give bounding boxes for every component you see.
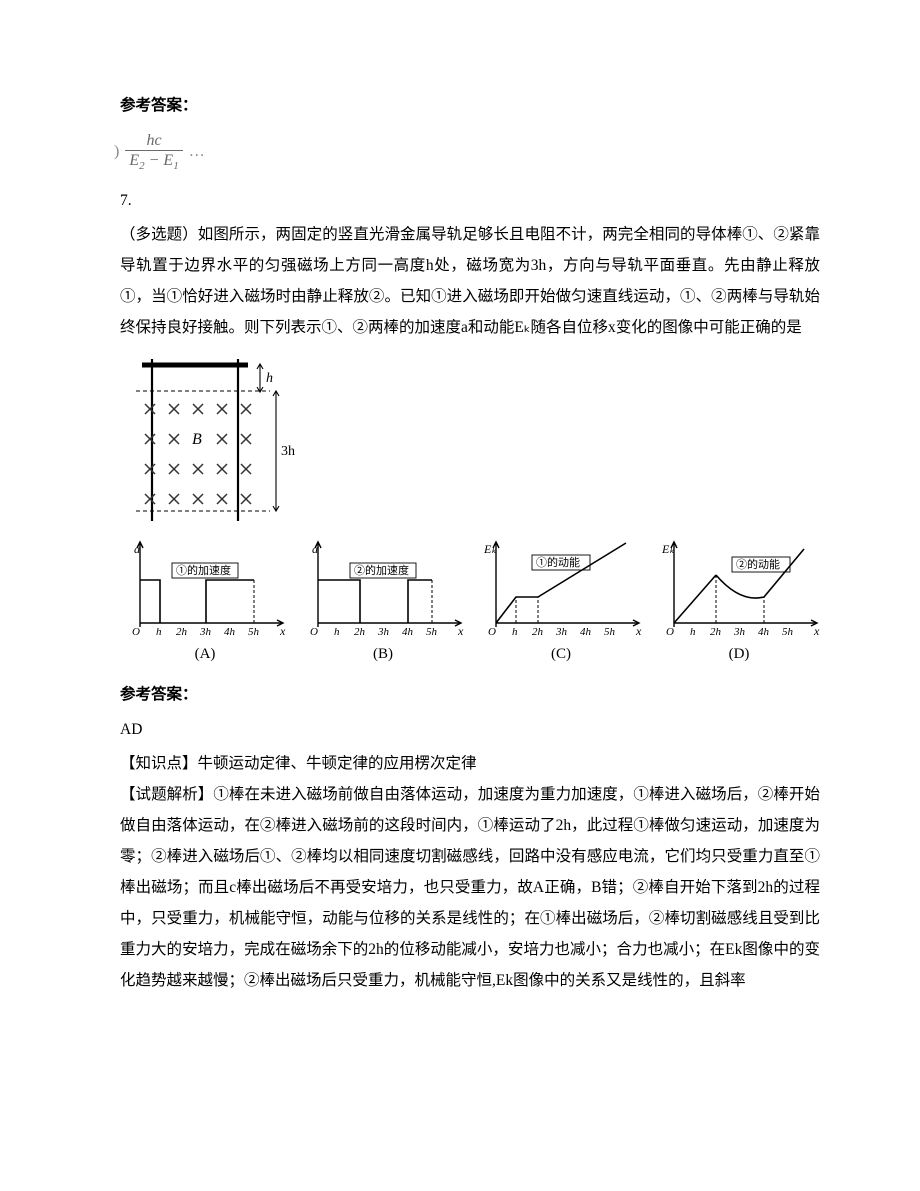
svg-text:h: h	[690, 626, 696, 637]
svg-text:h: h	[156, 626, 162, 637]
svg-text:x: x	[457, 624, 464, 637]
svg-text:①的加速度: ①的加速度	[176, 563, 231, 577]
svg-text:4h: 4h	[758, 626, 770, 637]
svg-text:②的加速度: ②的加速度	[354, 563, 409, 577]
formula-num: hc	[146, 132, 161, 149]
choice-row: a x O h 2h 3h 4h 5h ①的加速度 (A)	[120, 535, 820, 669]
choice-a-label: (A)	[195, 639, 216, 669]
svg-text:a: a	[134, 542, 140, 556]
question-body: （多选题）如图所示，两固定的竖直光滑金属导轨足够长且电阻不计，两完全相同的导体棒…	[120, 219, 820, 343]
svg-text:5h: 5h	[426, 626, 438, 637]
question-number: 7.	[120, 185, 820, 216]
analysis-prefix: 【试题解析】	[120, 786, 213, 803]
svg-text:O: O	[488, 626, 496, 637]
svg-text:4h: 4h	[402, 626, 414, 637]
formula-den-e1: E	[163, 152, 173, 169]
choice-b: a x O h 2h 3h 4h 5h ②的加速度 (B)	[298, 535, 468, 669]
answer-analysis: 【试题解析】①棒在未进入磁场前做自由落体运动，加速度为重力加速度，①棒进入磁场后…	[120, 779, 820, 996]
question-tag: （多选题）	[120, 226, 198, 243]
svg-text:x: x	[813, 624, 820, 637]
question-text: 如图所示，两固定的竖直光滑金属导轨足够长且电阻不计，两完全相同的导体棒①、②紧靠…	[120, 226, 820, 336]
diagram-h-label: h	[266, 371, 273, 386]
svg-text:3h: 3h	[555, 626, 568, 637]
formula-den-op: −	[145, 152, 164, 169]
svg-text:2h: 2h	[176, 626, 188, 637]
field-diagram: h 3h B	[120, 351, 820, 531]
svg-text:5h: 5h	[248, 626, 260, 637]
svg-text:h: h	[512, 626, 518, 637]
svg-text:x: x	[279, 624, 286, 637]
formula-den-e1-sub: 1	[173, 160, 179, 172]
svg-text:O: O	[666, 626, 674, 637]
answer-heading-2: 参考答案：	[120, 679, 820, 710]
svg-text:2h: 2h	[354, 626, 366, 637]
svg-text:2h: 2h	[532, 626, 544, 637]
svg-text:Eₖ: Eₖ	[661, 542, 675, 556]
svg-text:O: O	[310, 626, 318, 637]
svg-text:5h: 5h	[782, 626, 794, 637]
knowledge-prefix: 【知识点】	[120, 755, 198, 772]
choice-c-label: (C)	[551, 639, 571, 669]
answer-value: AD	[120, 714, 820, 745]
diagram-b-label: B	[192, 431, 202, 448]
knowledge-text: 牛顿运动定律、牛顿定律的应用楞次定律	[198, 755, 477, 772]
svg-text:4h: 4h	[580, 626, 592, 637]
svg-text:h: h	[334, 626, 340, 637]
formula-trail: …	[189, 143, 205, 160]
svg-text:②的动能: ②的动能	[736, 557, 780, 571]
svg-text:3h: 3h	[733, 626, 746, 637]
choice-b-label: (B)	[373, 639, 393, 669]
svg-text:2h: 2h	[710, 626, 722, 637]
svg-text:x: x	[635, 624, 642, 637]
choice-c: Eₖ x O h 2h 3h 4h 5h ①的动能 (C)	[476, 535, 646, 669]
field-crosses	[145, 404, 251, 504]
svg-text:4h: 4h	[224, 626, 236, 637]
choice-a: a x O h 2h 3h 4h 5h ①的加速度 (A)	[120, 535, 290, 669]
formula-den-e2: E	[129, 152, 139, 169]
answer-heading-1: 参考答案：	[120, 90, 820, 121]
choice-d-label: (D)	[729, 639, 750, 669]
answer-knowledge: 【知识点】牛顿运动定律、牛顿定律的应用楞次定律	[120, 748, 820, 779]
formula: ) hc E2 − E1 …	[114, 131, 205, 174]
svg-text:5h: 5h	[604, 626, 616, 637]
svg-text:①的动能: ①的动能	[536, 555, 580, 569]
svg-text:a: a	[312, 542, 318, 556]
svg-text:O: O	[132, 626, 140, 637]
analysis-text: ①棒在未进入磁场前做自由落体运动，加速度为重力加速度，①棒进入磁场后，②棒开始做…	[120, 786, 820, 989]
svg-text:3h: 3h	[377, 626, 390, 637]
svg-text:3h: 3h	[199, 626, 212, 637]
choice-d: Eₖ x O h 2h 3h 4h 5h ②的动能 (D)	[654, 535, 824, 669]
svg-text:Eₖ: Eₖ	[483, 542, 497, 556]
diagram-3h-label: 3h	[281, 444, 295, 459]
